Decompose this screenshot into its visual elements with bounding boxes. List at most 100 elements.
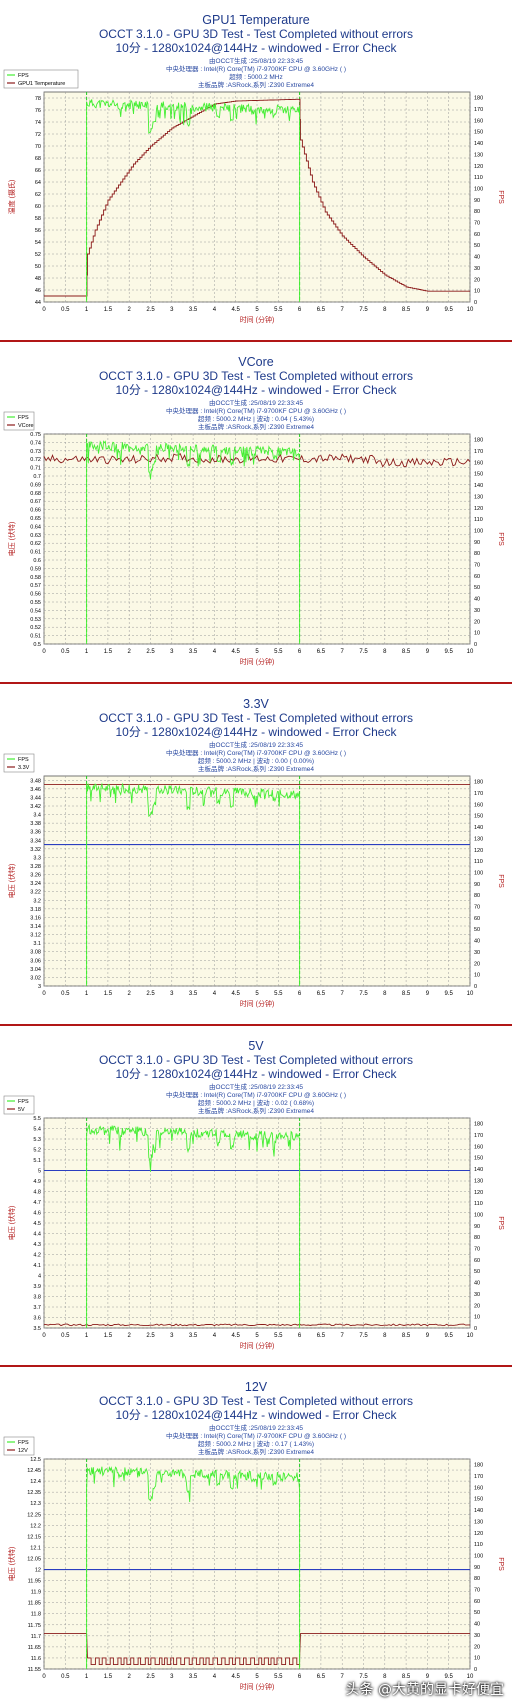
- y-tick-label: 78: [35, 96, 41, 102]
- info-cpu: 中央处理器 : Intel(R) Core(TM) i7-9700KF CPU …: [166, 1090, 346, 1099]
- y-tick-label: 72: [35, 132, 41, 138]
- y-tick-label: 12.35: [27, 1490, 41, 1496]
- y-tick-label: 12.45: [27, 1468, 41, 1474]
- legend-box: [3, 69, 79, 89]
- y-tick-label: 46: [35, 288, 41, 294]
- x-tick-label: 4.5: [232, 991, 241, 997]
- y-tick-label: 3.04: [30, 967, 41, 973]
- y-tick-label: 5: [38, 1169, 41, 1175]
- y2-tick-label: 30: [474, 1633, 480, 1639]
- y2-tick-label: 20: [474, 277, 480, 283]
- chart-subtitle-2: 10分 - 1280x1024@144Hz - windowed - Error…: [116, 1408, 398, 1422]
- x-axis-label: 时间 (分钟): [240, 1682, 275, 1691]
- x-tick-label: 0.5: [61, 1674, 70, 1680]
- y2-tick-label: 10: [474, 1656, 480, 1662]
- y-axis-label: 温度 (摄氏): [7, 180, 16, 215]
- y2-tick-label: 110: [474, 175, 483, 181]
- y2-tick-label: 180: [474, 96, 483, 102]
- y-tick-label: 11.8: [31, 1612, 41, 1618]
- y-tick-label: 4.9: [33, 1179, 41, 1185]
- x-tick-label: 6: [298, 991, 302, 997]
- y2-tick-label: 50: [474, 243, 480, 249]
- chart-subtitle-1: OCCT 3.1.0 - GPU 3D Test - Test Complete…: [99, 711, 413, 725]
- y2-tick-label: 160: [474, 1485, 483, 1491]
- y-tick-label: 3.44: [30, 795, 41, 801]
- y2-tick-label: 100: [474, 1212, 483, 1218]
- y2-tick-label: 110: [474, 859, 483, 865]
- y2-tick-label: 0: [474, 642, 477, 648]
- y2-tick-label: 30: [474, 266, 480, 272]
- x-tick-label: 7: [341, 1333, 345, 1339]
- y2-tick-label: 150: [474, 1497, 483, 1503]
- y-axis-label: 电压 (伏特): [7, 1547, 16, 1582]
- y2-tick-label: 40: [474, 1622, 480, 1628]
- x-tick-label: 0: [42, 991, 46, 997]
- y2-tick-label: 80: [474, 1235, 480, 1241]
- chart-title: 5V: [248, 1039, 264, 1053]
- y-tick-label: 3.28: [30, 864, 41, 870]
- y-tick-label: 0.53: [30, 617, 41, 623]
- info-generated: 由OCCT生成 :25/08/19 22:33:45: [209, 398, 303, 407]
- y-tick-label: 0.64: [30, 524, 41, 530]
- legend-label-fps: FPS: [18, 73, 29, 79]
- info-cpu: 中央处理器 : Intel(R) Core(TM) i7-9700KF CPU …: [166, 64, 346, 73]
- y2-tick-label: 90: [474, 198, 480, 204]
- x-tick-label: 9: [426, 307, 430, 313]
- chart-subtitle-2: 10分 - 1280x1024@144Hz - windowed - Error…: [116, 1067, 398, 1081]
- y-tick-label: 11.7: [31, 1634, 41, 1640]
- x-tick-label: 5: [255, 649, 259, 655]
- x-tick-label: 5.5: [274, 991, 283, 997]
- y2-tick-label: 0: [474, 300, 477, 306]
- y-tick-label: 3.22: [30, 890, 41, 896]
- chart-title: 12V: [245, 1380, 268, 1394]
- y-tick-label: 0.68: [30, 491, 41, 497]
- x-tick-label: 0: [42, 307, 46, 313]
- y2-tick-label: 40: [474, 255, 480, 261]
- y-tick-label: 3.48: [30, 778, 41, 784]
- x-tick-label: 8.5: [402, 1333, 411, 1339]
- y2-tick-label: 130: [474, 152, 483, 158]
- x-tick-label: 8.5: [402, 649, 411, 655]
- fps-series-line: [86, 99, 301, 302]
- x-tick-label: 3.5: [189, 307, 198, 313]
- y-tick-label: 0.55: [30, 600, 41, 606]
- legend: FPS 12V: [3, 1436, 35, 1456]
- y-tick-label: 4.2: [33, 1253, 41, 1259]
- y2-tick-label: 120: [474, 848, 483, 854]
- sensor-series-line: [44, 1633, 470, 1666]
- chart-subtitle-2: 10分 - 1280x1024@144Hz - windowed - Error…: [116, 383, 398, 397]
- info-clock: 超频 : 5000.2 MHz | 波动 : 0.00 ( 0.00%): [198, 756, 314, 765]
- x-tick-label: 5.5: [274, 649, 283, 655]
- y-tick-label: 12.15: [27, 1534, 41, 1540]
- y2-tick-label: 70: [474, 221, 480, 227]
- x-tick-label: 0: [42, 649, 46, 655]
- y2-tick-label: 90: [474, 1224, 480, 1230]
- info-generated: 由OCCT生成 :25/08/19 22:33:45: [209, 740, 303, 749]
- fps-series-line: [86, 1466, 301, 1669]
- legend: FPS GPU1 Temperature: [3, 69, 79, 89]
- panel-3v3: 3.3V OCCT 3.1.0 - GPU 3D Test - Test Comp…: [0, 684, 512, 1025]
- y-tick-label: 11.95: [28, 1579, 41, 1585]
- y-tick-label: 11.55: [28, 1667, 41, 1673]
- info-board: 主板品牌 :ASRock,系列 :Z390 Extreme4: [198, 764, 314, 773]
- sensor-series-line: [43, 1323, 470, 1327]
- y-tick-label: 4: [38, 1274, 41, 1280]
- chart-subtitle-1: OCCT 3.1.0 - GPU 3D Test - Test Complete…: [99, 1394, 413, 1408]
- panel-5v: 5V OCCT 3.1.0 - GPU 3D Test - Test Comple…: [0, 1026, 512, 1367]
- y-tick-label: 0.65: [30, 516, 41, 522]
- y-tick-label: 3.46: [30, 787, 41, 793]
- y-tick-label: 3.9: [33, 1284, 41, 1290]
- x-tick-label: 4.5: [232, 1674, 241, 1680]
- y2-tick-label: 100: [474, 528, 483, 534]
- y2-tick-label: 30: [474, 608, 480, 614]
- y-tick-label: 3.2: [33, 898, 41, 904]
- y-tick-label: 64: [35, 180, 41, 186]
- y2-tick-label: 120: [474, 506, 483, 512]
- x-tick-label: 6.5: [317, 649, 326, 655]
- panel-vcore: VCore OCCT 3.1.0 - GPU 3D Test - Test Com…: [0, 342, 512, 683]
- x-tick-label: 5.5: [274, 307, 283, 313]
- y-tick-label: 3.42: [30, 804, 41, 810]
- info-board: 主板品牌 :ASRock,系列 :Z390 Extreme4: [198, 422, 314, 431]
